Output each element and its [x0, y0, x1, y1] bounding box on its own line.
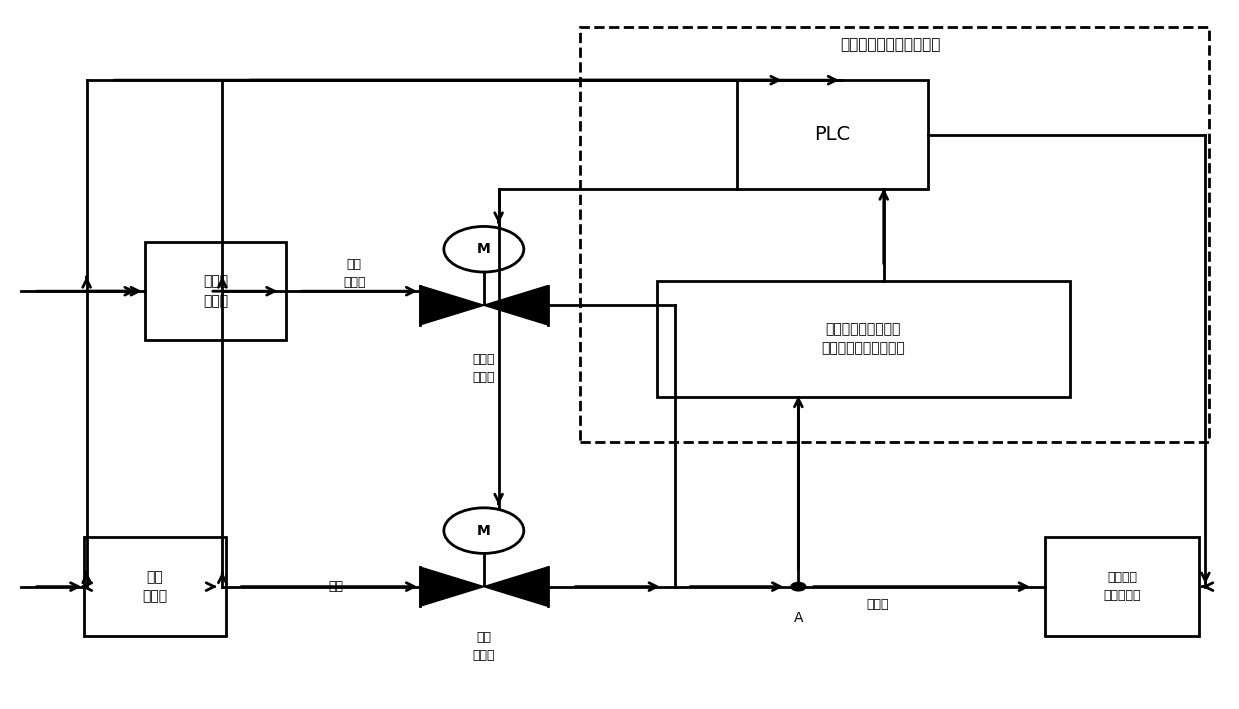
Polygon shape — [420, 567, 483, 606]
Polygon shape — [483, 567, 548, 606]
Text: 空气
流量计: 空气 流量计 — [142, 570, 167, 603]
Bar — [1044, 537, 1199, 636]
Text: 液化气
调节阀: 液化气 调节阀 — [472, 353, 496, 384]
Bar — [145, 242, 286, 340]
Text: 气态
液化气: 气态 液化气 — [343, 258, 366, 289]
Text: M: M — [477, 524, 491, 537]
Polygon shape — [483, 286, 548, 325]
Text: PLC: PLC — [814, 125, 850, 144]
Text: 液化气
流量计: 液化气 流量计 — [203, 274, 228, 308]
Bar — [657, 281, 1069, 397]
Bar — [580, 28, 1209, 442]
Text: 混合气: 混合气 — [866, 598, 888, 610]
Bar — [737, 80, 928, 189]
Text: M: M — [477, 242, 491, 256]
Text: 稳定热値的燃气输出系统: 稳定热値的燃气输出系统 — [841, 38, 942, 52]
Text: 居民用户
天然气灯具: 居民用户 天然气灯具 — [1104, 571, 1141, 602]
Polygon shape — [420, 286, 483, 325]
Text: 空气: 空气 — [328, 580, 343, 593]
Text: 空气
调节阀: 空气 调节阀 — [472, 631, 496, 662]
Text: 热値仪显示并输出：
热値、华白指数、比重: 热値仪显示并输出： 热値、华白指数、比重 — [821, 322, 904, 355]
Circle shape — [790, 582, 805, 591]
Text: A: A — [794, 611, 803, 625]
Bar — [84, 537, 225, 636]
